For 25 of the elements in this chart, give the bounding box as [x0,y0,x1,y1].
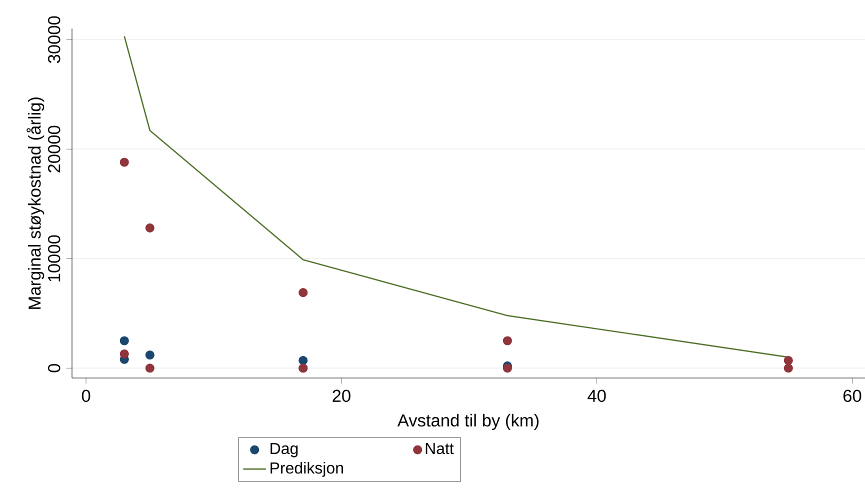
y-tick-label: 30000 [48,16,60,64]
point [502,364,512,373]
legend-label: Dag [270,442,298,458]
y-tick-label: 10000 [48,235,60,282]
point [145,350,154,360]
x-axis-title: Avstand til by (km) [397,414,539,430]
point [502,336,512,346]
point [145,223,154,233]
point [784,364,793,373]
point [120,336,129,346]
x-tick-label: 60 [843,390,862,402]
point [298,356,308,366]
point [120,349,129,358]
legend-label: Natt [426,442,454,454]
point [120,158,129,167]
legend-label: Prediksjon [270,462,343,477]
y-tick-label: 0 [48,364,60,372]
x-tick-label: 20 [332,390,350,402]
y-tick-label: 20000 [48,126,60,172]
x-tick-label: 0 [82,390,90,402]
x-tick-label: 40 [588,390,606,402]
point [784,356,793,366]
y-axis-title: Marginal støykostnad (årlig) [26,98,44,309]
point [145,364,154,373]
point [298,288,308,298]
